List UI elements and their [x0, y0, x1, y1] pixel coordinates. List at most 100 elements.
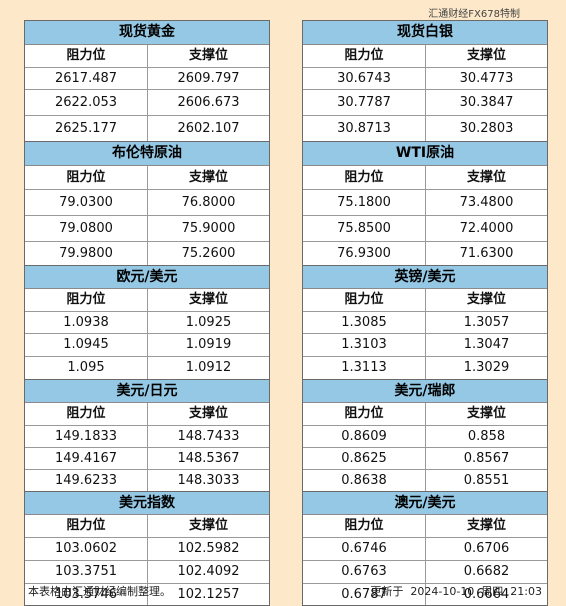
table-row: 0.8609 0.858: [303, 426, 547, 448]
resistance-value: 1.0938: [63, 315, 109, 330]
resistance-value: 75.1800: [337, 195, 391, 210]
resistance-value: 0.8625: [341, 451, 387, 466]
resistance-value: 79.0800: [59, 221, 113, 236]
support-header: 支撑位: [147, 166, 269, 189]
support-value: 0.8551: [425, 470, 547, 491]
resistance-value: 1.0945: [63, 337, 109, 352]
support-value: 0.6706: [425, 538, 547, 560]
support-header: 支撑位: [147, 403, 269, 425]
support-value: 148.7433: [147, 426, 269, 447]
left-column: 现货黄金 阻力位 支撑位 2617.487 2609.797 2622.053 2606.6…: [24, 20, 270, 606]
table-row: 0.6763 0.6682: [303, 561, 547, 584]
resistance-header: 阻力位: [344, 48, 384, 63]
resistance-value: 149.1833: [54, 429, 118, 444]
support-value: 1.3047: [425, 334, 547, 356]
resistance-value: 0.6746: [341, 541, 387, 556]
support-value: 75.9000: [147, 216, 269, 241]
column-header-row: 阻力位 支撑位: [303, 45, 547, 68]
footer-note: 本表格由汇通财经编制整理。: [28, 585, 171, 598]
table-row: 1.0945 1.0919: [25, 334, 269, 357]
left-panel-4: 美元/日元 阻力位 支撑位 149.1833 148.7433 149.4167 148.5…: [25, 380, 269, 492]
panel-title: 美元指数: [25, 492, 269, 515]
resistance-value: 0.6787: [341, 587, 387, 602]
right-panel-4: 美元/瑞郎 阻力位 支撑位 0.8609 0.858 0.8625 0.8567 0.8638…: [303, 380, 547, 492]
panel-title: 现货白银: [303, 21, 547, 45]
support-header: 支撑位: [425, 45, 547, 67]
resistance-header: 阻力位: [66, 170, 106, 185]
support-header: 支撑位: [147, 45, 269, 67]
resistance-value: 1.3085: [341, 315, 387, 330]
panel-title: 欧元/美元: [25, 266, 269, 289]
support-value: 73.4800: [425, 190, 547, 215]
watermark: 汇通财经FX678特制: [428, 9, 520, 20]
support-value: 71.6300: [425, 242, 547, 265]
table-row: 1.0938 1.0925: [25, 312, 269, 334]
support-value: 1.3029: [425, 357, 547, 379]
resistance-header: 阻力位: [66, 518, 106, 533]
support-value: 102.5982: [147, 538, 269, 560]
support-value: 102.4092: [147, 561, 269, 583]
support-value: 0.858: [425, 426, 547, 447]
support-header: 支撑位: [425, 166, 547, 189]
table-row: 76.9300 71.6300: [303, 242, 547, 265]
support-value: 1.0912: [147, 357, 269, 379]
table-row: 0.8625 0.8567: [303, 448, 547, 470]
column-header-row: 阻力位 支撑位: [303, 403, 547, 426]
support-value: 1.3057: [425, 312, 547, 333]
table-row: 2625.177 2602.107: [25, 116, 269, 141]
resistance-header: 阻力位: [66, 48, 106, 63]
table-row: 1.3085 1.3057: [303, 312, 547, 334]
resistance-value: 75.8500: [337, 221, 391, 236]
resistance-value: 30.6743: [337, 71, 391, 86]
resistance-header: 阻力位: [66, 292, 106, 307]
table-row: 75.1800 73.4800: [303, 190, 547, 216]
column-header-row: 阻力位 支撑位: [303, 289, 547, 312]
resistance-header: 阻力位: [344, 406, 384, 421]
support-header: 支撑位: [147, 515, 269, 537]
resistance-value: 1.095: [67, 360, 105, 375]
resistance-header: 阻力位: [66, 406, 106, 421]
resistance-value: 2617.487: [54, 71, 118, 86]
column-header-row: 阻力位 支撑位: [25, 289, 269, 312]
table-row: 75.8500 72.4000: [303, 216, 547, 242]
resistance-header: 阻力位: [344, 518, 384, 533]
column-header-row: 阻力位 支撑位: [303, 166, 547, 190]
table-row: 1.3103 1.3047: [303, 334, 547, 357]
panel-title: WTI原油: [303, 142, 547, 166]
resistance-value: 79.9800: [59, 246, 113, 261]
support-value: 102.1257: [147, 584, 269, 605]
left-panel-1: 现货黄金 阻力位 支撑位 2617.487 2609.797 2622.053 2606.6…: [25, 21, 269, 142]
support-value: 0.8567: [425, 448, 547, 469]
table-row: 0.8638 0.8551: [303, 470, 547, 491]
table-row: 1.095 1.0912: [25, 357, 269, 379]
table-row: 79.0300 76.8000: [25, 190, 269, 216]
table-row: 30.6743 30.4773: [303, 68, 547, 90]
resistance-value: 0.6763: [341, 564, 387, 579]
resistance-value: 103.3751: [54, 564, 118, 579]
resistance-value: 0.8609: [341, 429, 387, 444]
column-header-row: 阻力位 支撑位: [25, 515, 269, 538]
panel-title: 现货黄金: [25, 21, 269, 45]
support-value: 72.4000: [425, 216, 547, 241]
column-header-row: 阻力位 支撑位: [25, 166, 269, 190]
right-panel-3: 英镑/美元 阻力位 支撑位 1.3085 1.3057 1.3103 1.3047 1.311…: [303, 266, 547, 380]
resistance-value: 0.8638: [341, 473, 387, 488]
table-row: 1.3113 1.3029: [303, 357, 547, 379]
resistance-value: 76.9300: [337, 246, 391, 261]
support-value: 148.3033: [147, 470, 269, 491]
table-row: 0.6787 0.6664: [303, 584, 547, 605]
left-panel-5: 美元指数阻力位 支撑位 103.0602 102.5982 103.3751 102.40…: [25, 492, 269, 605]
table-row: 103.3751 102.4092: [25, 561, 269, 584]
support-value: 2606.673: [147, 90, 269, 115]
table-row: 103.0602 102.5982: [25, 538, 269, 561]
support-header: 支撑位: [425, 289, 547, 311]
panel-title: 布伦特原油: [25, 142, 269, 166]
table-row: 79.0800 75.9000: [25, 216, 269, 242]
support-value: 1.0919: [147, 334, 269, 356]
resistance-value: 103.0602: [54, 541, 118, 556]
support-value: 1.0925: [147, 312, 269, 333]
support-value: 75.2600: [147, 242, 269, 265]
support-value: 76.8000: [147, 190, 269, 215]
support-value: 148.5367: [147, 448, 269, 469]
resistance-value: 79.0300: [59, 195, 113, 210]
